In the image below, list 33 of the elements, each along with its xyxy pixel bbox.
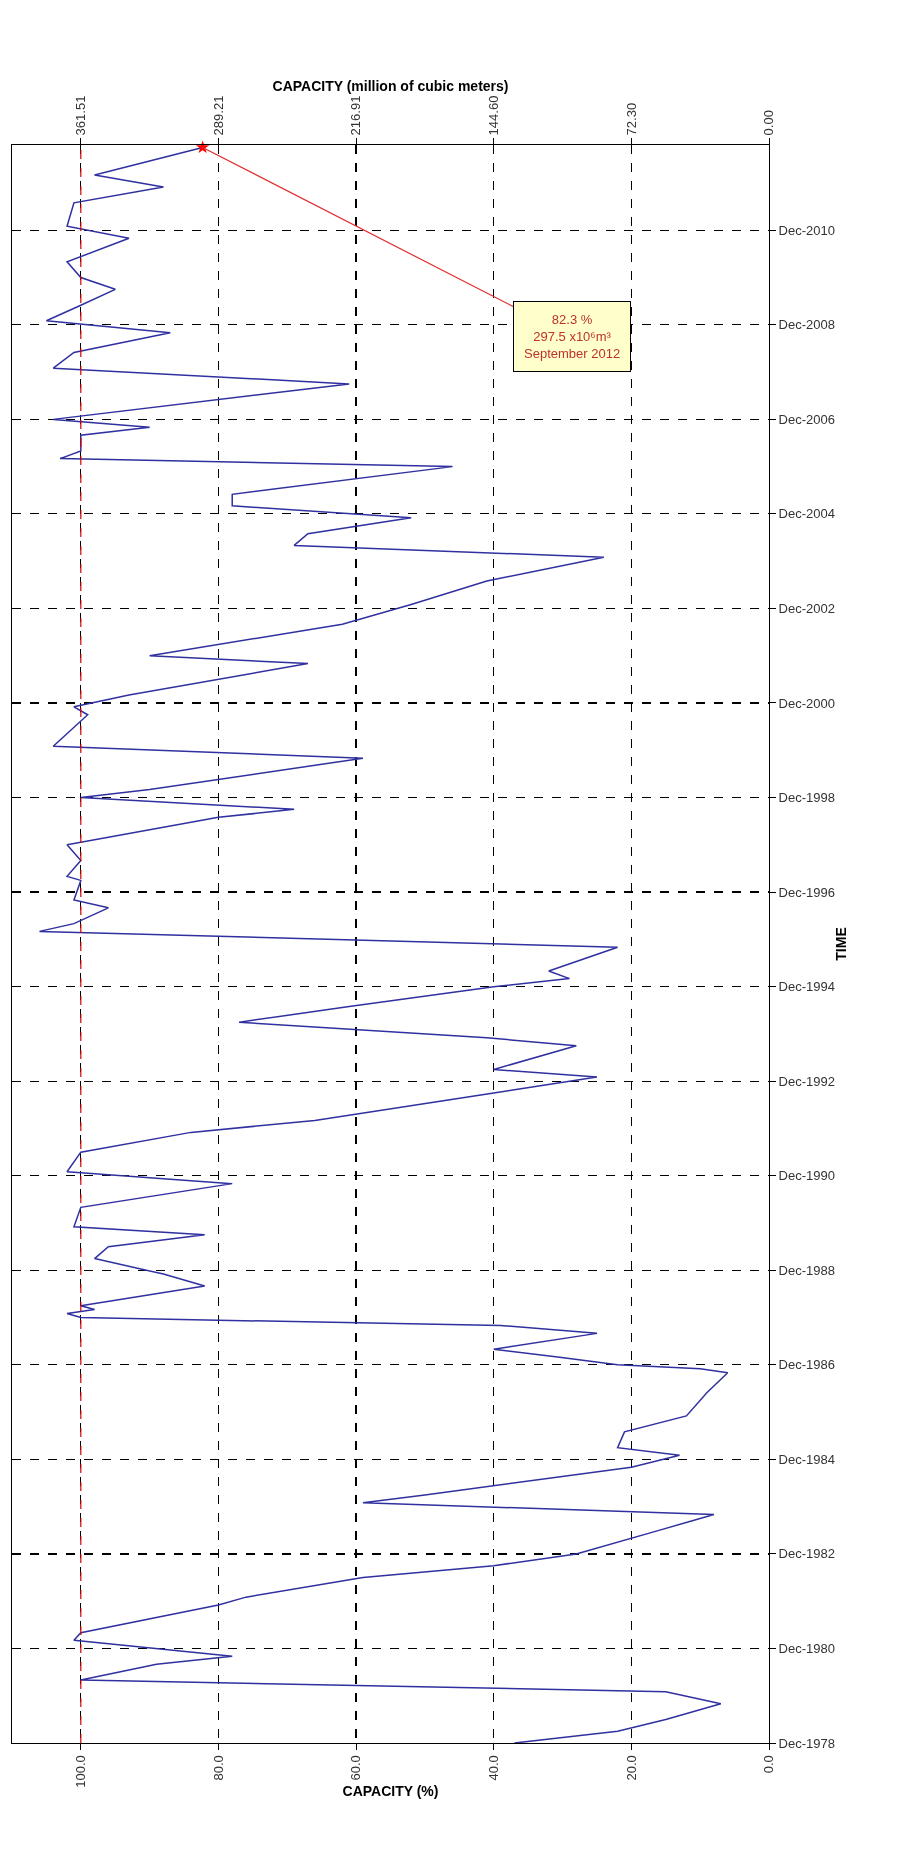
x-tick-label: 20.0 (623, 1755, 639, 1781)
x-tick-label: 100.0 (73, 1755, 89, 1788)
y-tick-label: Dec-2006 (778, 411, 835, 427)
y-tick-label: Dec-1982 (778, 1546, 835, 1562)
annotation: 82.3 % 297.5 x10⁶m³ September 2012 (524, 312, 621, 361)
y-tick-label: Dec-2008 (778, 317, 835, 333)
y-axis-title: TIME (833, 927, 850, 961)
y-tick-label: Dec-2000 (778, 695, 835, 711)
y-tick-label: Dec-1990 (778, 1168, 835, 1184)
y-tick-label: Dec-1992 (778, 1073, 835, 1089)
y-tick-label: Dec-1986 (778, 1357, 835, 1373)
y-tick-label: Dec-1978 (778, 1735, 835, 1751)
x2-tick-label: 361.51 (73, 95, 89, 136)
y-tick-label: Dec-2002 (778, 601, 835, 617)
y-tick-label: Dec-1984 (778, 1451, 835, 1467)
x-tick-label: 40.0 (485, 1755, 501, 1781)
y-tick-label: Dec-1994 (778, 979, 835, 995)
y-tick-label: Dec-1988 (778, 1262, 835, 1278)
x2-tick-label: 0.00 (761, 110, 777, 136)
x2-tick-label: 72.30 (623, 102, 639, 136)
x2-tick-label: 216.91 (348, 95, 364, 136)
x-axis-title: CAPACITY (%) (342, 1782, 439, 1799)
y-tick-label: Dec-2010 (778, 222, 835, 238)
x-tick-label: 0.0 (761, 1755, 777, 1774)
x-tick-label: 80.0 (210, 1755, 226, 1781)
x2-axis-title: CAPACITY (million of cubic meters) (272, 77, 509, 94)
y-tick-label: Dec-1980 (778, 1640, 835, 1656)
x2-tick-label: 144.60 (485, 95, 501, 136)
y-tick-label: Dec-2004 (778, 506, 835, 522)
y-tick-label: Dec-1998 (778, 790, 835, 806)
x2-tick-label: 289.21 (210, 95, 226, 136)
x-tick-label: 60.0 (348, 1755, 364, 1781)
y-tick-label: Dec-1996 (778, 884, 835, 900)
